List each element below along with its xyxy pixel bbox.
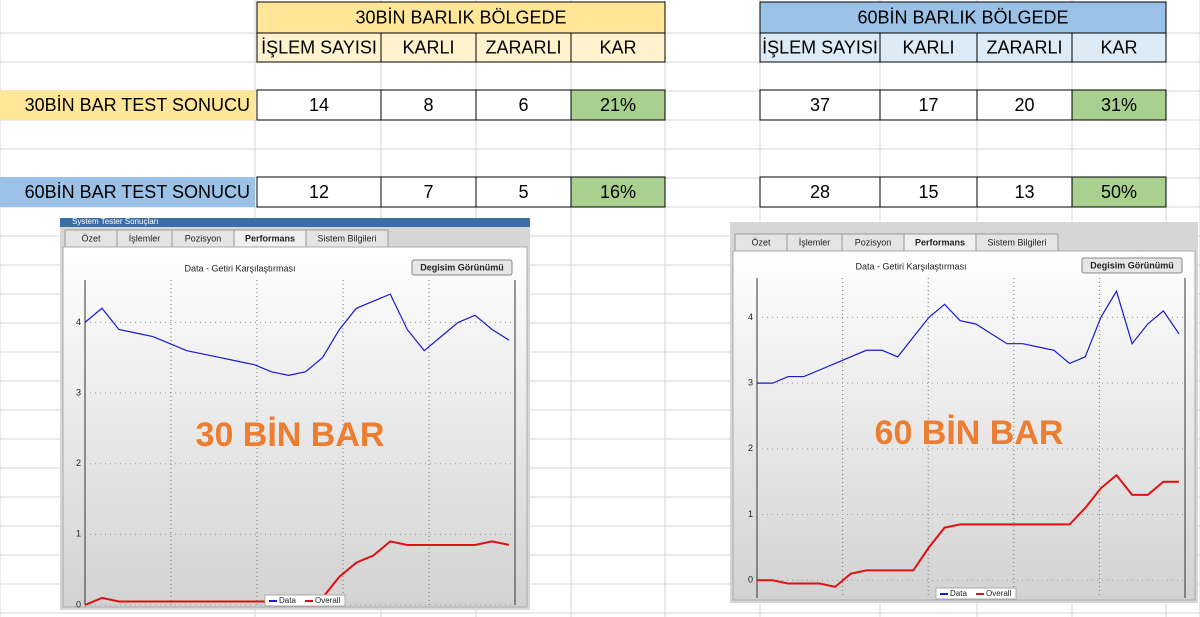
column-header-box — [976, 32, 1073, 63]
tab-label: İşlemler — [129, 233, 161, 243]
column-header: KAR — [599, 37, 636, 57]
y-tick-label: 4 — [748, 312, 753, 322]
column-header-box — [570, 32, 666, 63]
button-label: Degisim Görünümü — [1090, 260, 1174, 270]
value-cell-box — [879, 89, 978, 121]
column-header-box — [380, 32, 477, 63]
value-cell-box — [976, 176, 1073, 208]
value-cell: 14 — [309, 95, 329, 115]
value-cell: 8 — [423, 95, 433, 115]
button-label: Degisim Görünümü — [420, 262, 504, 272]
y-tick-label: 1 — [76, 529, 81, 539]
tab-label: Özet — [81, 233, 101, 243]
plot-frame — [62, 246, 528, 608]
row-label-bg — [0, 90, 255, 120]
column-header-box — [1071, 32, 1167, 63]
y-tick-label: 3 — [76, 387, 81, 397]
tab-label: Sistem Bilgileri — [317, 233, 376, 243]
column-header: İŞLEM SAYISI — [762, 37, 878, 57]
y-tick-label: 2 — [76, 458, 81, 468]
value-cell-box — [475, 176, 572, 208]
series-line — [84, 293, 510, 376]
value-cell: 37 — [810, 95, 830, 115]
chart-title: Data - Getiri Karşılaştırması — [855, 261, 966, 271]
tab-label: Performans — [245, 233, 295, 243]
value-cell: 17 — [918, 95, 938, 115]
value-cell-box — [879, 176, 978, 208]
y-tick-label: 0 — [748, 575, 753, 585]
y-tick-label: 1 — [748, 509, 753, 519]
section-title: 30BİN BARLIK BÖLGEDE — [355, 7, 566, 27]
value-cell-box — [475, 89, 572, 121]
button — [1081, 257, 1183, 274]
series-line — [757, 473, 1179, 588]
tab-label: Pozisyon — [855, 237, 892, 247]
value-cell-box — [570, 176, 666, 208]
window-title: System Tester Sonuçları — [72, 217, 159, 226]
title-bar — [60, 218, 530, 227]
tab-label: İşlemler — [799, 237, 831, 247]
overlay-label: 60 BİN BAR — [875, 414, 1064, 452]
section-title-box — [256, 1, 666, 34]
column-header: KARLI — [902, 37, 954, 57]
value-cell: 21% — [600, 95, 636, 115]
row-label-bg — [0, 177, 255, 207]
value-cell: 6 — [518, 95, 528, 115]
section-title-box — [759, 1, 1167, 34]
value-cell: 7 — [423, 182, 433, 202]
value-cell: 5 — [518, 182, 528, 202]
value-cell-box — [256, 89, 382, 121]
legend-label: Data — [950, 589, 967, 598]
overlay-label: 30 BİN BAR — [196, 416, 385, 454]
section-title: 60BİN BARLIK BÖLGEDE — [857, 7, 1068, 27]
row-label: 60BİN BAR TEST SONUCU — [25, 182, 250, 202]
value-cell: 28 — [810, 182, 830, 202]
column-header: KAR — [1100, 37, 1137, 57]
value-cell-box — [976, 89, 1073, 121]
tab-label: Pozisyon — [185, 233, 222, 243]
y-tick-label: 3 — [748, 378, 753, 388]
value-cell-box — [256, 176, 382, 208]
value-cell-box — [1071, 89, 1167, 121]
legend-label: Overall — [986, 589, 1012, 598]
value-cell-box — [570, 89, 666, 121]
column-header: KARLI — [402, 37, 454, 57]
value-cell: 50% — [1101, 182, 1137, 202]
chart-title: Data - Getiri Karşılaştırması — [184, 263, 295, 273]
value-cell-box — [380, 176, 477, 208]
value-cell: 12 — [309, 182, 329, 202]
series-line — [757, 289, 1180, 384]
column-header-box — [759, 32, 881, 63]
value-cell: 20 — [1014, 95, 1034, 115]
tab-label: Performans — [915, 237, 965, 247]
value-cell-box — [380, 89, 477, 121]
value-cell: 31% — [1101, 95, 1137, 115]
column-header: İŞLEM SAYISI — [261, 37, 377, 57]
y-tick-label: 2 — [748, 443, 753, 453]
tab-label: Özet — [751, 237, 771, 247]
value-cell: 13 — [1014, 182, 1034, 202]
plot-frame — [732, 250, 1196, 601]
legend-label: Overall — [315, 596, 341, 605]
value-cell: 16% — [600, 182, 636, 202]
legend-label: Data — [279, 596, 296, 605]
y-tick-label: 0 — [76, 599, 81, 609]
value-cell-box — [759, 176, 881, 208]
column-header: ZARARLI — [485, 37, 561, 57]
value-cell: 15 — [918, 182, 938, 202]
tab-label: Sistem Bilgileri — [987, 237, 1046, 247]
button — [411, 259, 513, 276]
y-tick-label: 4 — [76, 317, 81, 327]
value-cell-box — [1071, 176, 1167, 208]
row-label: 30BİN BAR TEST SONUCU — [25, 95, 250, 115]
column-header: ZARARLI — [986, 37, 1062, 57]
